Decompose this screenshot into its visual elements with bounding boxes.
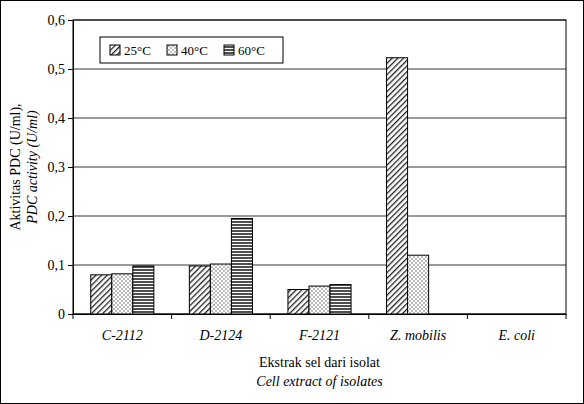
y-tick-label: 0,6: [48, 13, 66, 28]
bars: [91, 58, 429, 314]
x-axis: C-2112 D-2124 F-2121 Z. mobilis E. coli: [73, 314, 567, 343]
y-tick: 0,1: [48, 258, 74, 273]
y-tick: 0,2: [48, 209, 74, 224]
x-tick: Z. mobilis: [390, 314, 447, 343]
x-tick: D-2124: [199, 314, 243, 343]
x-tick: C-2112: [102, 314, 143, 343]
plot: 0 0,1 0,2 0,3 0,4 0,5 0,6 C-2112 D-2124 F-2121 Z. …: [48, 13, 567, 343]
chart-frame: [1, 1, 584, 404]
y-tick-mark: [68, 314, 73, 315]
y-tick-mark: [68, 118, 73, 119]
y-axis-line: [73, 21, 74, 315]
y-tick-label: 0,3: [48, 160, 66, 175]
y-tick: 0,5: [48, 62, 74, 77]
y-tick-label: 0,4: [48, 111, 66, 126]
y-tick: 0,4: [48, 111, 74, 126]
x-separator: [566, 314, 567, 319]
bar: [91, 275, 112, 314]
bar: [485, 314, 506, 315]
y-tick: 0,3: [48, 160, 74, 175]
x-tick-label: Z. mobilis: [390, 328, 447, 343]
y-axis: 0 0,1 0,2 0,3 0,4 0,5 0,6: [48, 13, 74, 322]
bar: [288, 290, 309, 315]
y-tick-label: 0,2: [48, 209, 66, 224]
x-separator: [171, 314, 172, 319]
y-tick-mark: [68, 167, 73, 168]
legend-box: [100, 37, 283, 63]
grid-line: [73, 216, 566, 217]
y-tick-label: 0,1: [48, 258, 66, 273]
legend-swatch: [167, 45, 177, 55]
y-axis-title: PDC activity (U/ml): [25, 110, 41, 225]
bar: [231, 218, 252, 314]
bar: [387, 58, 408, 314]
bar: [133, 266, 154, 314]
grid-line: [73, 118, 566, 119]
x-tick-label: F-2121: [298, 328, 340, 343]
legend-swatch: [110, 45, 120, 55]
legend-label: 25°C: [124, 43, 151, 58]
x-separator: [73, 314, 74, 319]
y-tick: 0,6: [48, 13, 74, 28]
y-tick-label: 0,5: [48, 62, 66, 77]
bar: [527, 314, 548, 315]
grid-line: [73, 167, 566, 168]
grid-line: [73, 69, 566, 70]
x-separator: [270, 314, 271, 319]
bar: [408, 255, 429, 314]
x-axis-title: Ekstrak sel dari isolat: [259, 355, 380, 370]
legend-swatch: [224, 45, 234, 55]
y-tick-mark: [68, 216, 73, 217]
y-tick: 0: [58, 307, 73, 322]
legend-label: 40°C: [181, 43, 208, 58]
x-axis-title: Cell extract of isolates: [256, 374, 383, 389]
bar: [189, 266, 210, 314]
chart: 0 0,1 0,2 0,3 0,4 0,5 0,6 C-2112 D-2124 F-2121 Z. …: [0, 0, 584, 404]
x-tick: E. coli: [497, 314, 535, 343]
y-tick-mark: [68, 265, 73, 266]
x-tick-label: C-2112: [102, 328, 143, 343]
bar: [210, 264, 231, 314]
x-separator: [467, 314, 468, 319]
plot-frame: [73, 20, 566, 314]
x-tick: F-2121: [298, 314, 340, 343]
x-separator: [368, 314, 369, 319]
bar: [112, 274, 133, 314]
bar: [330, 285, 351, 314]
grid-line: [73, 265, 566, 266]
y-tick-mark: [68, 69, 73, 70]
y-tick-mark: [68, 20, 73, 21]
y-tick-label: 0: [58, 307, 65, 322]
x-tick-label: E. coli: [497, 328, 535, 343]
legend-label: 60°C: [238, 43, 265, 58]
legend: 25°C 40°C 60°C: [100, 37, 283, 63]
x-axis-line: [74, 314, 567, 315]
bar: [506, 314, 527, 315]
y-axis-title: Aktivitas PDC (U/ml),: [8, 103, 24, 230]
grid: [73, 20, 566, 314]
x-tick-label: D-2124: [199, 328, 243, 343]
bar: [429, 314, 450, 315]
bar: [309, 286, 330, 314]
